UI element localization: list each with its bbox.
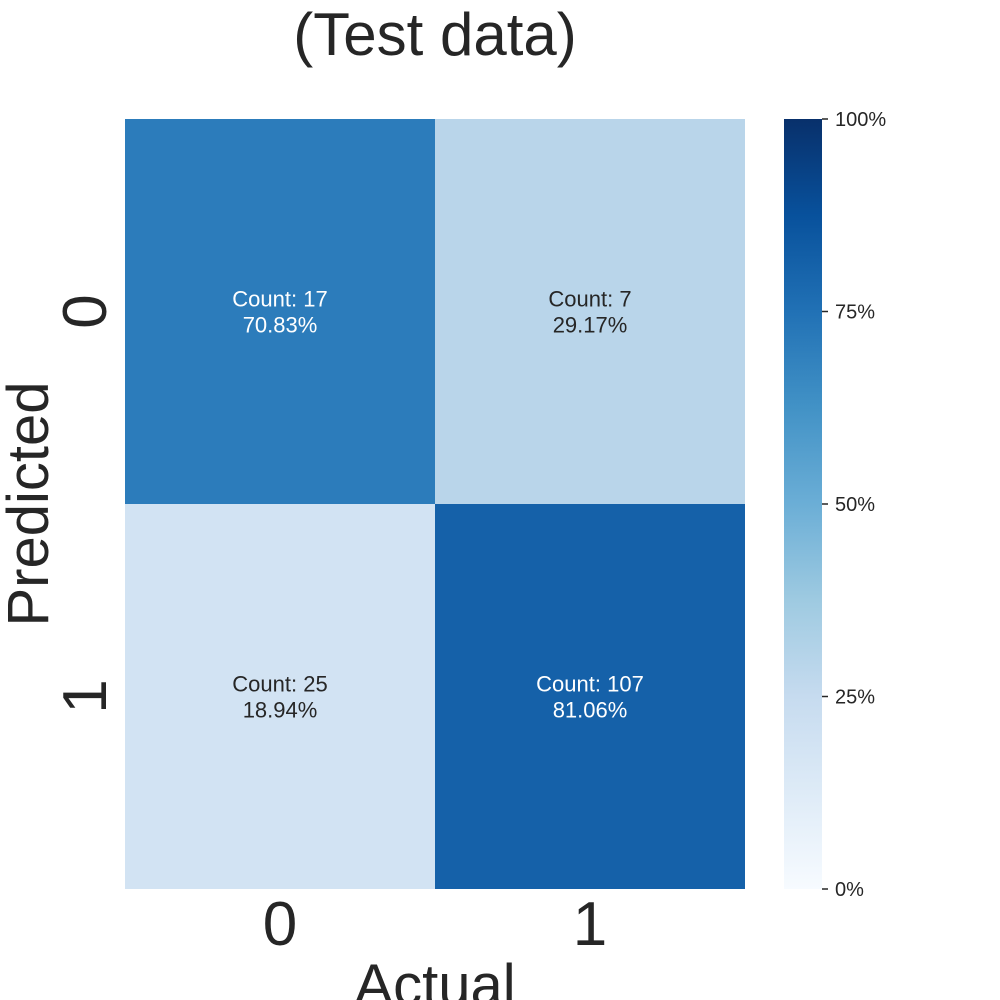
colorbar-ticks: 0% 25% 50% 75% 100% [822, 109, 886, 901]
heatmap-cell [125, 504, 435, 889]
heatmap-grid [125, 119, 745, 889]
cell-count-label: Count: 7 [548, 287, 631, 312]
x-tick-label: 1 [573, 890, 607, 959]
cell-count-label: Count: 17 [232, 287, 327, 312]
cell-percent-label: 81.06% [553, 698, 628, 723]
colorbar-tick-label: 50% [835, 494, 875, 516]
colorbar-tick-label: 100% [835, 109, 886, 131]
cell-count-label: Count: 25 [232, 672, 327, 697]
colorbar-tick-label: 0% [835, 879, 864, 901]
colorbar-tick-label: 25% [835, 687, 875, 709]
colorbar [784, 119, 822, 889]
x-axis-label: Actual [354, 953, 515, 1000]
y-tick-labels: 01 [51, 294, 120, 713]
heatmap-cell [435, 504, 745, 889]
x-tick-label: 0 [263, 890, 297, 959]
chart-title: (Test data) [293, 1, 576, 68]
heatmap-cell [435, 119, 745, 504]
y-tick-label: 0 [51, 294, 120, 328]
y-tick-label: 1 [51, 679, 120, 713]
cell-count-label: Count: 107 [536, 672, 644, 697]
cell-percent-label: 18.94% [243, 698, 318, 723]
y-axis-label: Predicted [0, 381, 61, 626]
heatmap-cell [125, 119, 435, 504]
cell-percent-label: 70.83% [243, 313, 318, 338]
colorbar-tick-label: 75% [835, 302, 875, 324]
cell-percent-label: 29.17% [553, 313, 628, 338]
